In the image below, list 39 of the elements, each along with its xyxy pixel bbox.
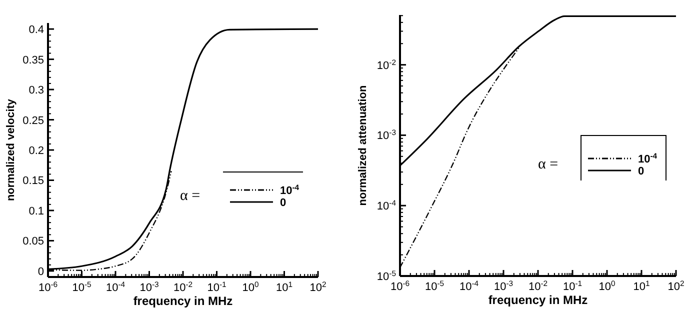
y-tick-label: 0.1 (28, 205, 44, 218)
x-axis-title: frequency in MHz (133, 294, 233, 308)
x-tick-label: 10$^{-2}$ (528, 278, 548, 293)
x-tick-label: 10$^{1}$ (276, 280, 293, 294)
legend-title: α = (538, 156, 558, 172)
legend-label: 0 (280, 197, 286, 209)
y-tick-label: 10$^{-2}$ (376, 57, 396, 72)
x-tick-label: 10$^{-5}$ (72, 280, 92, 294)
y-tick-label: 0.2 (28, 145, 44, 157)
y-tick-label: 0.4 (28, 24, 44, 36)
x-tick-label: 10$^{-4}$ (106, 280, 126, 294)
legend-label: 10$^{-4}$ (638, 151, 658, 166)
x-tick-label: 10$^{-4}$ (459, 278, 480, 293)
x-tick-label: 10$^{-2}$ (173, 280, 193, 294)
x-tick-label: 10$^{-1}$ (207, 280, 226, 294)
legend-title: α = (180, 188, 200, 204)
x-tick-label: 10$^{1}$ (633, 278, 650, 293)
y-tick-label: 0.05 (22, 236, 44, 248)
y-tick-label: 0.15 (22, 175, 44, 188)
y-tick-label: 0.3 (28, 84, 44, 97)
x-axis-title: frequency in MHz (488, 293, 588, 307)
y-tick-label: 0 (38, 266, 44, 278)
x-tick-label: 10$^{0}$ (242, 280, 259, 294)
x-tick-label: 10$^{0}$ (598, 278, 616, 293)
x-tick-label: 10$^{-3}$ (140, 280, 159, 294)
y-tick-label: 0.35 (22, 54, 44, 66)
y-axis-title: normalized attenuation (357, 85, 369, 206)
x-tick-label: 10$^{-1}$ (562, 278, 582, 293)
x-tick-label: 10$^{-6}$ (38, 280, 58, 294)
legend-label: 0 (638, 166, 644, 178)
x-tick-label: 10$^{2}$ (668, 278, 684, 293)
legend-label: 10$^{-4}$ (280, 182, 300, 197)
y-tick-label: 10$^{-3}$ (376, 128, 396, 142)
x-tick-label: 10$^{-5}$ (424, 278, 444, 293)
y-axis-title: normalized velocity (5, 98, 17, 202)
y-tick-label: 0.25 (22, 114, 44, 127)
y-tick-label: 10$^{-4}$ (376, 198, 397, 213)
x-tick-label: 10$^{-3}$ (494, 278, 514, 293)
x-tick-label: 10$^{2}$ (310, 280, 326, 294)
